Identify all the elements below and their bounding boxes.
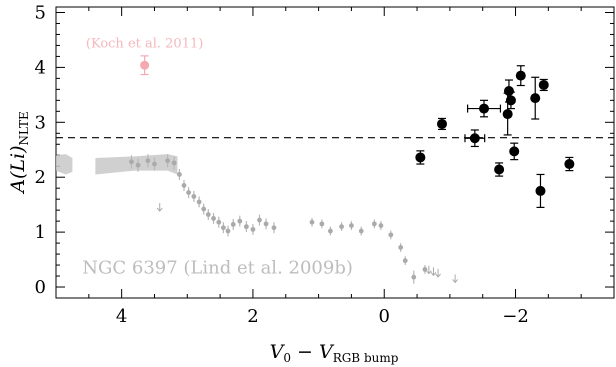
x-label-dash: − [291, 341, 319, 363]
lind-point [358, 228, 364, 234]
lind-point [328, 228, 333, 234]
this-work-point [505, 95, 516, 106]
axis-ticks: 4 2 0 −2 0 1 2 3 4 5 [35, 2, 615, 327]
this-work-point [515, 70, 526, 81]
lind-point [263, 221, 269, 227]
this-work-point [535, 185, 546, 196]
lind-point [152, 161, 157, 167]
x-tick-label: 4 [116, 306, 127, 327]
y-tick-label: 0 [35, 277, 46, 298]
lind-point [171, 160, 177, 166]
lind-point [129, 159, 134, 165]
x-tick-label: −2 [502, 306, 529, 327]
x-tick-label: 2 [247, 306, 258, 327]
lind-point [339, 224, 344, 230]
this-work-point [469, 133, 480, 144]
x-label-v2: V [319, 341, 335, 363]
lind-point [319, 221, 325, 227]
y-tick-label: 5 [35, 2, 46, 23]
x-label-v2-sub: RGB bump [333, 351, 399, 365]
y-label-sub: NLTE [17, 111, 31, 145]
lind-point [191, 194, 197, 199]
lind-point [349, 223, 354, 228]
lind-point [230, 222, 236, 227]
this-work-point [538, 79, 549, 90]
y-tick-label: 1 [35, 222, 46, 243]
lind-point [135, 162, 141, 168]
lind-point [371, 221, 377, 227]
this-work-series [415, 65, 575, 209]
lind-point [271, 225, 277, 231]
x-axis-label: V0 − VRGB bump [270, 341, 399, 365]
lind-point [309, 219, 315, 225]
lind-point [211, 215, 216, 221]
this-work-point [564, 159, 575, 170]
y-axis-label: A(Li)NLTE [7, 111, 31, 195]
y-label-main: A(Li) [7, 146, 29, 195]
this-work-point [494, 164, 505, 175]
lind-point [422, 267, 428, 272]
lind-series [129, 154, 459, 284]
lind-point [181, 183, 187, 188]
this-work-point [530, 93, 541, 104]
annotation-koch: (Koch et al. 2011) [86, 37, 203, 52]
this-work-point [437, 118, 448, 129]
upper-limit-head [156, 207, 163, 212]
lind-point [165, 158, 171, 164]
koch-point [140, 60, 150, 70]
y-tick-label: 4 [35, 57, 46, 78]
upper-limit-head [452, 279, 459, 284]
this-work-point [503, 86, 514, 97]
lind-point [398, 245, 404, 250]
lind-point [243, 224, 249, 230]
upper-limit-head [430, 271, 437, 277]
x-tick-label: 0 [379, 306, 390, 327]
lind-point [225, 228, 231, 234]
lind-band [56, 154, 178, 175]
lind-point [402, 258, 408, 264]
lind-point [205, 212, 211, 217]
lind-band-1 [56, 154, 73, 175]
lind-point [378, 223, 384, 228]
lind-point [237, 218, 243, 224]
upper-limit-head [435, 273, 441, 278]
lind-point [388, 232, 394, 238]
lind-point [250, 226, 256, 232]
lind-point [145, 158, 151, 164]
lind-point [221, 225, 226, 231]
lind-point [196, 199, 202, 205]
this-work-point [479, 103, 490, 114]
lind-point [411, 274, 417, 280]
y-tick-label: 3 [35, 112, 46, 133]
koch-series [140, 55, 150, 76]
annotation-lind: NGC 6397 (Lind et al. 2009b) [82, 257, 353, 278]
this-work-point [415, 152, 426, 163]
lind-point [216, 219, 222, 225]
x-label-v0-sub: 0 [283, 351, 291, 365]
this-work-point [509, 146, 520, 157]
x-label-v0: V [270, 341, 286, 363]
lind-point [201, 206, 207, 212]
lind-point [257, 217, 262, 223]
upper-limit-head [425, 270, 432, 275]
lind-point [186, 190, 192, 195]
y-tick-label: 2 [35, 167, 46, 188]
this-work-point [502, 109, 513, 120]
plot-frame [55, 6, 615, 299]
lind-point [177, 172, 182, 177]
